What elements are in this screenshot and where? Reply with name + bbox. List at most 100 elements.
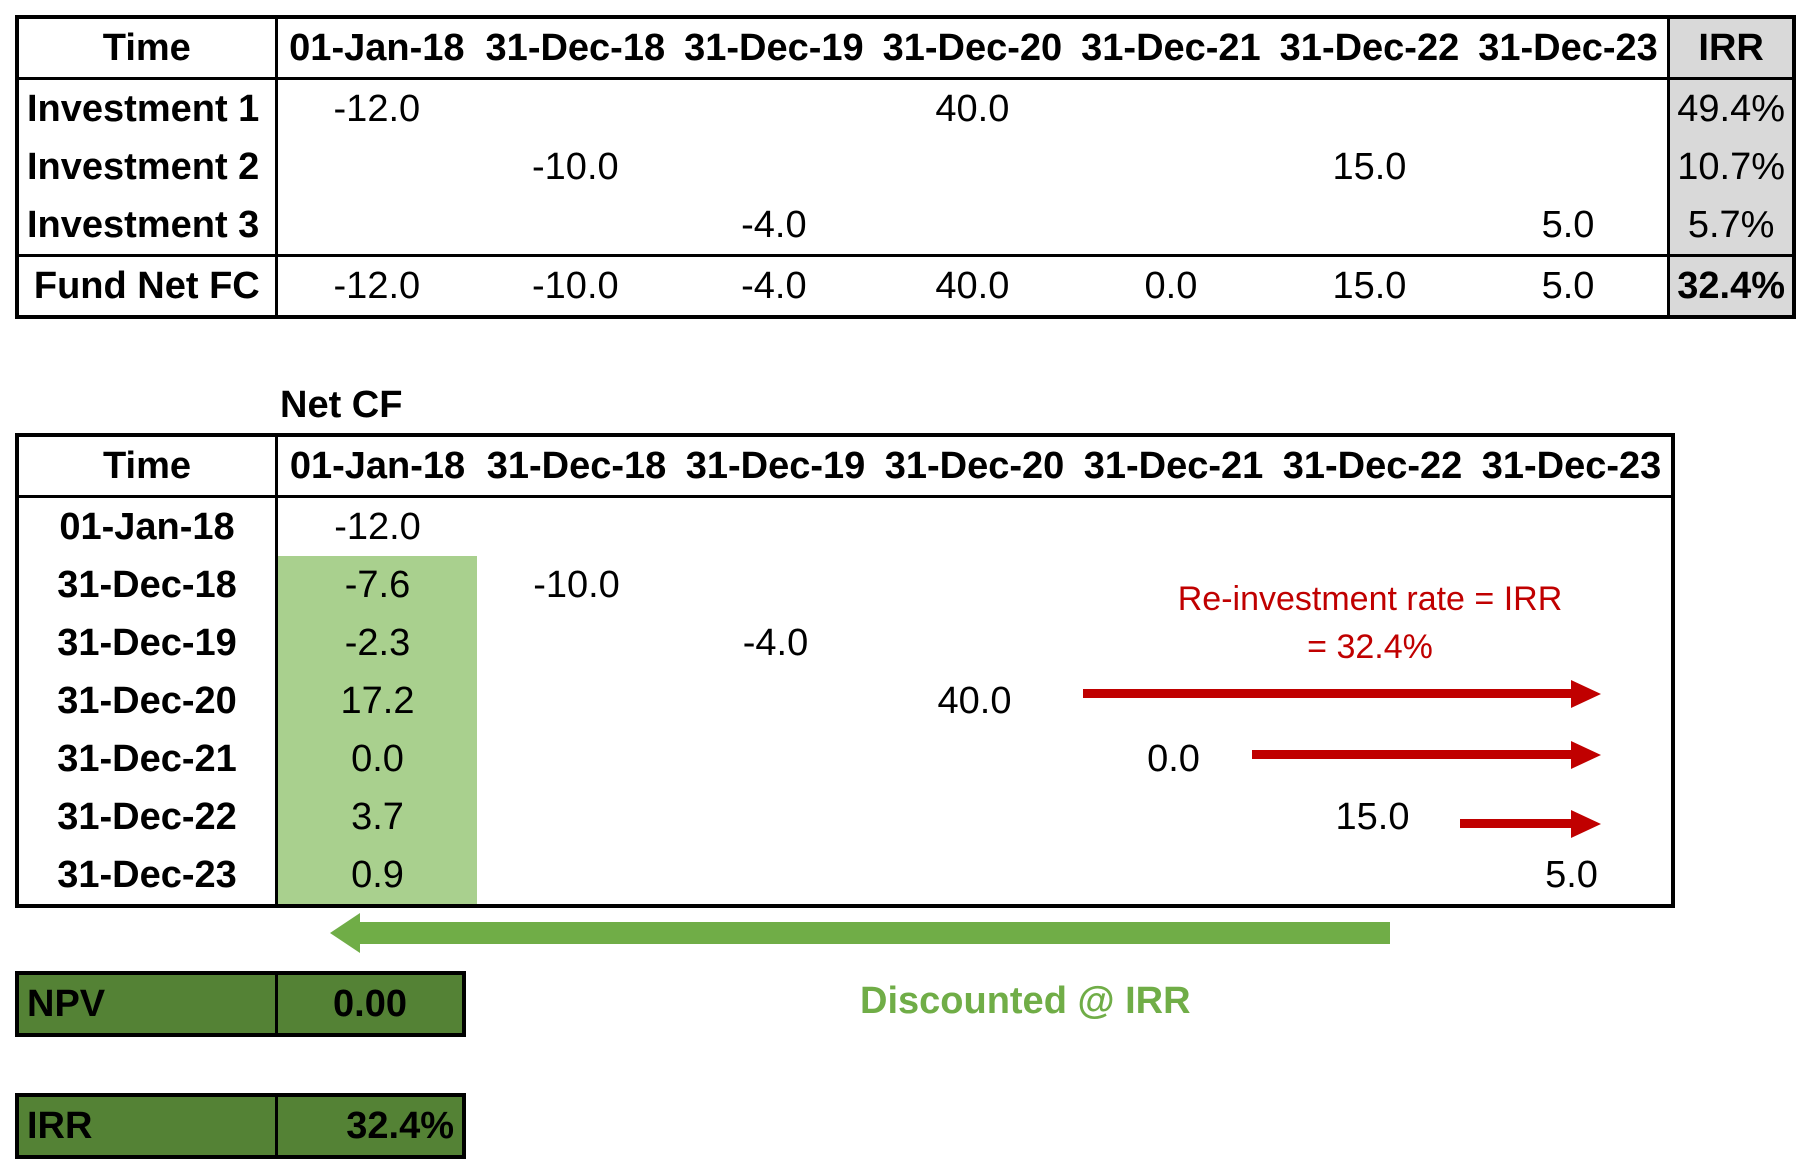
cell: -10.0 xyxy=(533,563,620,606)
cell xyxy=(477,730,676,788)
discounted-cell: 0.0 xyxy=(276,730,477,788)
table-row-total: Fund Net FC -12.0 -10.0 -4.0 40.0 0.0 15… xyxy=(17,254,1794,317)
header-date: 31-Dec-23 xyxy=(1468,17,1669,80)
table-row: 31-Dec-23 0.9 5.0 xyxy=(17,846,1673,906)
cell: 0.0 xyxy=(1147,737,1200,780)
irr-cell: 5.7% xyxy=(1667,196,1794,256)
header-date: 31-Dec-20 xyxy=(875,435,1074,498)
cell xyxy=(477,788,676,846)
discounted-cell: 0.9 xyxy=(276,846,477,906)
cell xyxy=(1472,497,1673,557)
cell: 40.0 xyxy=(937,679,1012,722)
cell: 5.0 xyxy=(1545,853,1598,896)
cell xyxy=(675,138,874,196)
row-label: 31-Dec-18 xyxy=(17,556,278,614)
row-label: 31-Dec-21 xyxy=(17,730,278,788)
cell xyxy=(477,614,676,672)
row-label: 31-Dec-23 xyxy=(17,846,278,906)
cell: 5.0 xyxy=(1541,203,1595,246)
table-row: 31-Dec-22 3.7 15.0 xyxy=(17,788,1673,846)
header-date: 31-Dec-21 xyxy=(1071,17,1271,80)
cell xyxy=(1270,196,1469,256)
cell xyxy=(875,614,1074,672)
net-cf-table: Time 01-Jan-18 31-Dec-18 31-Dec-19 31-De… xyxy=(15,433,1675,908)
discounted-cell: -7.6 xyxy=(276,556,477,614)
cell xyxy=(875,846,1074,906)
left-arrow-icon xyxy=(330,913,1390,953)
irr-value: 32.4% xyxy=(346,1104,454,1147)
header-date: 01-Jan-18 xyxy=(276,17,477,80)
cell xyxy=(676,672,875,730)
table-row: 31-Dec-21 0.0 0.0 xyxy=(17,730,1673,788)
cell: 40.0 xyxy=(873,254,1072,317)
row-label: Investment 2 xyxy=(17,138,278,196)
header-date: 31-Dec-19 xyxy=(674,17,874,80)
header-date: 01-Jan-18 xyxy=(276,435,477,498)
cell xyxy=(873,196,1072,256)
cell: -4.0 xyxy=(742,621,809,664)
discounted-cell: 17.2 xyxy=(276,672,477,730)
discounted-cell: -2.3 xyxy=(276,614,477,672)
cell: -12.0 xyxy=(334,505,421,548)
reinvestment-note-line: = 32.4% xyxy=(1307,628,1433,666)
cell: 15.0 xyxy=(1270,254,1469,317)
table-row: Investment 1 -12.0 40.0 49.4% xyxy=(17,78,1794,139)
cell xyxy=(875,556,1074,614)
table-row: Investment 2 -10.0 15.0 10.7% xyxy=(17,138,1794,196)
irr-cell-total: 32.4% xyxy=(1667,254,1794,317)
cell xyxy=(276,196,476,256)
npv-label: NPV xyxy=(17,973,278,1035)
table-row: 31-Dec-20 17.2 40.0 xyxy=(17,672,1673,730)
cell xyxy=(1072,138,1271,196)
header-date: 31-Dec-19 xyxy=(676,435,875,498)
cell xyxy=(875,497,1074,557)
cell: -12.0 xyxy=(276,254,477,317)
cell xyxy=(875,788,1074,846)
cell xyxy=(1270,79,1469,139)
discounted-cell: 3.7 xyxy=(276,788,477,846)
header-irr: IRR xyxy=(1667,17,1794,80)
cell xyxy=(1273,497,1472,557)
header-date: 31-Dec-18 xyxy=(476,17,675,80)
cell xyxy=(477,672,676,730)
npv-box: NPV 0.00 xyxy=(15,971,466,1037)
reinvestment-note: Re-investment rate = IRR = 32.4% xyxy=(1140,575,1600,671)
cell xyxy=(675,79,874,139)
cell xyxy=(676,556,875,614)
cell xyxy=(1469,79,1669,139)
header-date: 31-Dec-22 xyxy=(1273,435,1472,498)
cell: -10.0 xyxy=(476,254,675,317)
irr-cell: 49.4% xyxy=(1667,78,1794,138)
row-label: 31-Dec-19 xyxy=(17,614,278,672)
table-header-row: Time 01-Jan-18 31-Dec-18 31-Dec-19 31-De… xyxy=(17,435,1673,498)
cell xyxy=(477,846,676,906)
row-label: Fund Net FC xyxy=(17,254,278,317)
cell: -4.0 xyxy=(741,203,807,246)
irr-cell: 10.7% xyxy=(1667,138,1794,196)
cell xyxy=(1072,196,1271,256)
header-time: Time xyxy=(17,17,278,80)
cell xyxy=(676,730,875,788)
cell xyxy=(1072,79,1271,139)
row-label: 31-Dec-20 xyxy=(17,672,278,730)
cell xyxy=(476,196,675,256)
table-header-row: Time 01-Jan-18 31-Dec-18 31-Dec-19 31-De… xyxy=(17,17,1794,80)
cell: 15.0 xyxy=(1335,795,1410,838)
npv-value: 0.00 xyxy=(333,982,407,1025)
cell xyxy=(1273,846,1472,906)
cell xyxy=(1074,846,1273,906)
row-label: 31-Dec-22 xyxy=(17,788,278,846)
cell xyxy=(276,138,476,196)
cell: -4.0 xyxy=(674,254,874,317)
cell xyxy=(873,138,1072,196)
cell xyxy=(476,79,675,139)
row-label: Investment 1 xyxy=(17,78,278,138)
table-row: 31-Dec-19 -2.3 -4.0 xyxy=(17,614,1673,672)
cell: 0.0 xyxy=(1071,254,1271,317)
table-row: 01-Jan-18 -12.0 xyxy=(17,496,1673,557)
right-arrow-icon xyxy=(1460,810,1601,838)
cell: -10.0 xyxy=(532,145,619,188)
header-date: 31-Dec-23 xyxy=(1472,435,1673,498)
cell xyxy=(676,497,875,557)
cell xyxy=(1074,788,1273,846)
